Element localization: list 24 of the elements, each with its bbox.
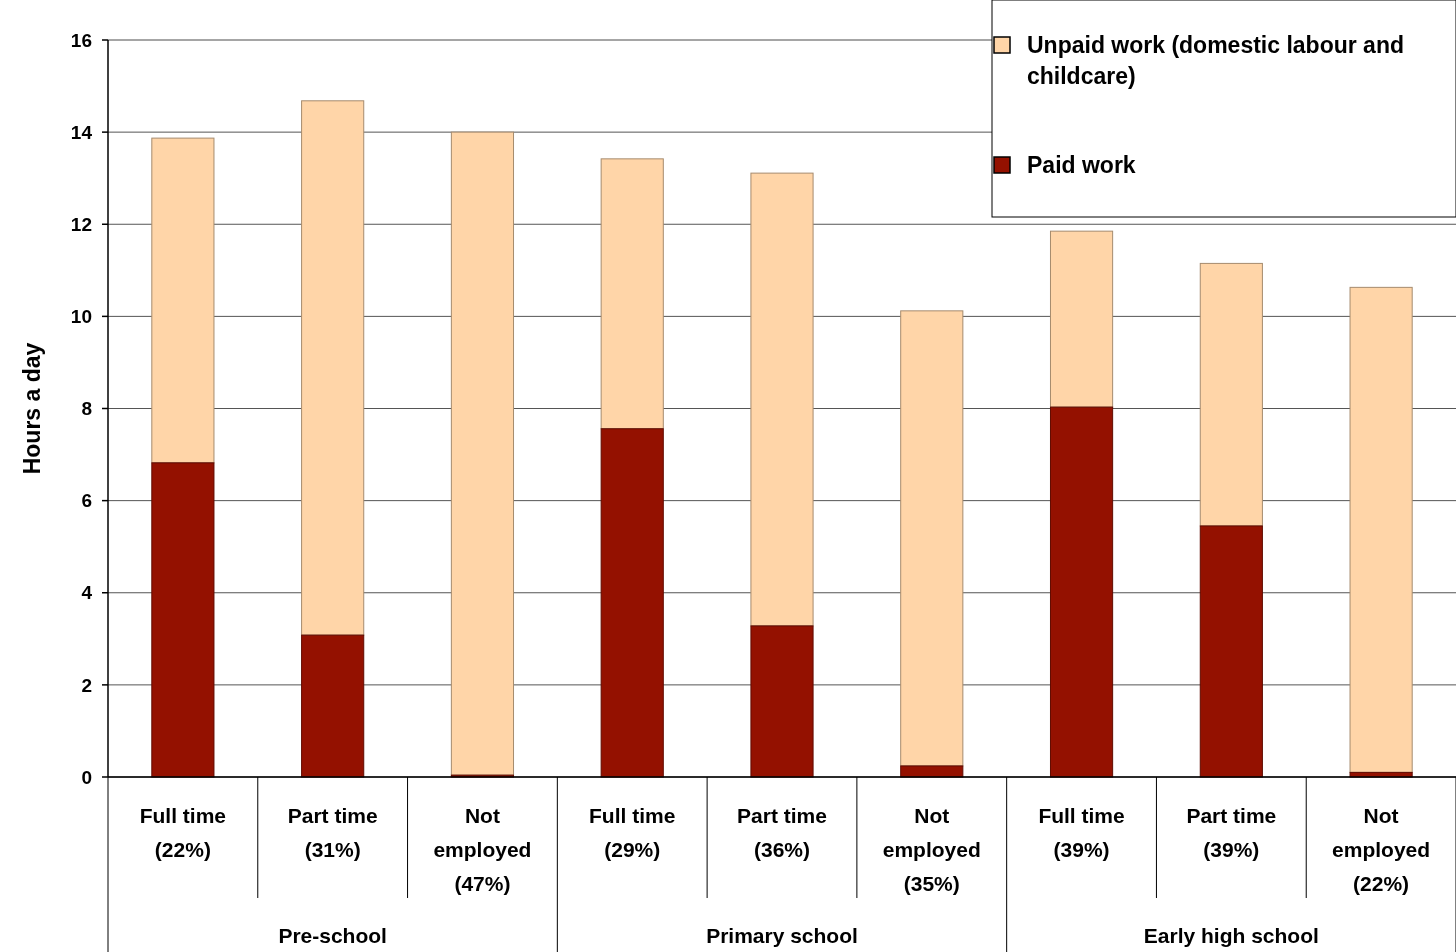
x-tick-label: Part time (31%) xyxy=(287,804,378,862)
x-tick-label: Not employed (47%) xyxy=(433,804,532,896)
text: Primary school xyxy=(706,924,858,948)
x-tick-label: Part time (39%) xyxy=(1186,804,1277,862)
y-tick-label: 0 xyxy=(81,766,92,788)
y-axis-title: Hours a day xyxy=(19,342,45,475)
y-tick-label: 6 xyxy=(81,490,92,512)
y-tick-label: 2 xyxy=(81,674,92,696)
y-tick-label: 10 xyxy=(70,306,92,328)
y-tick-label: 12 xyxy=(70,213,92,235)
text: Early high school xyxy=(1143,924,1319,948)
y-tick-label: 14 xyxy=(70,121,93,143)
y-tick-label: 16 xyxy=(70,29,92,51)
y-tick-label: 4 xyxy=(81,582,93,604)
legend-label: Unpaid work (domestic labour and childcare) xyxy=(1027,32,1404,90)
x-tick-label: Full time (39%) xyxy=(1038,804,1125,862)
legend-label: Paid work xyxy=(1027,152,1136,179)
x-tick-label: Not employed (22%) xyxy=(1332,804,1431,896)
x-tick-label: Not employed (35%) xyxy=(882,804,981,896)
x-tick-label: Part time (36%) xyxy=(737,804,827,862)
x-tick-label: Full time (22%) xyxy=(139,804,227,862)
text: Pre-school xyxy=(278,924,387,948)
y-tick-label: 8 xyxy=(81,398,92,420)
x-tick-label: Full time (29%) xyxy=(589,804,676,862)
